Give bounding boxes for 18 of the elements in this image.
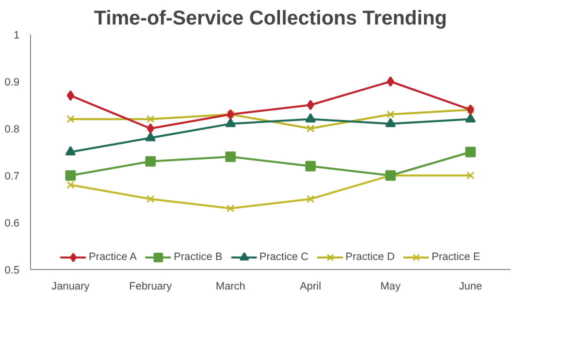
x-tick-label: April bbox=[300, 280, 322, 292]
x-tick-label: February bbox=[129, 280, 172, 292]
legend-label: Practice C bbox=[259, 251, 308, 263]
legend-label: Practice B bbox=[174, 251, 222, 263]
legend-label: Practice D bbox=[345, 251, 395, 263]
y-tick-label: 1 bbox=[14, 30, 20, 42]
y-tick-label: 0.8 bbox=[4, 124, 20, 136]
legend-label: Practice E bbox=[432, 251, 480, 263]
x-tick-label: March bbox=[216, 280, 246, 292]
y-tick-label: 0.5 bbox=[4, 264, 20, 276]
legend-label: Practice A bbox=[88, 251, 137, 263]
x-tick-label: June bbox=[458, 280, 482, 292]
y-tick-label: 0.9 bbox=[4, 76, 20, 88]
x-tick-label: January bbox=[52, 280, 90, 292]
y-tick-label: 0.7 bbox=[4, 170, 20, 182]
y-tick-label: 0.6 bbox=[4, 218, 20, 230]
chart-title: Time-of-Service Collections Trending bbox=[94, 8, 448, 30]
x-tick-label: May bbox=[380, 280, 402, 292]
